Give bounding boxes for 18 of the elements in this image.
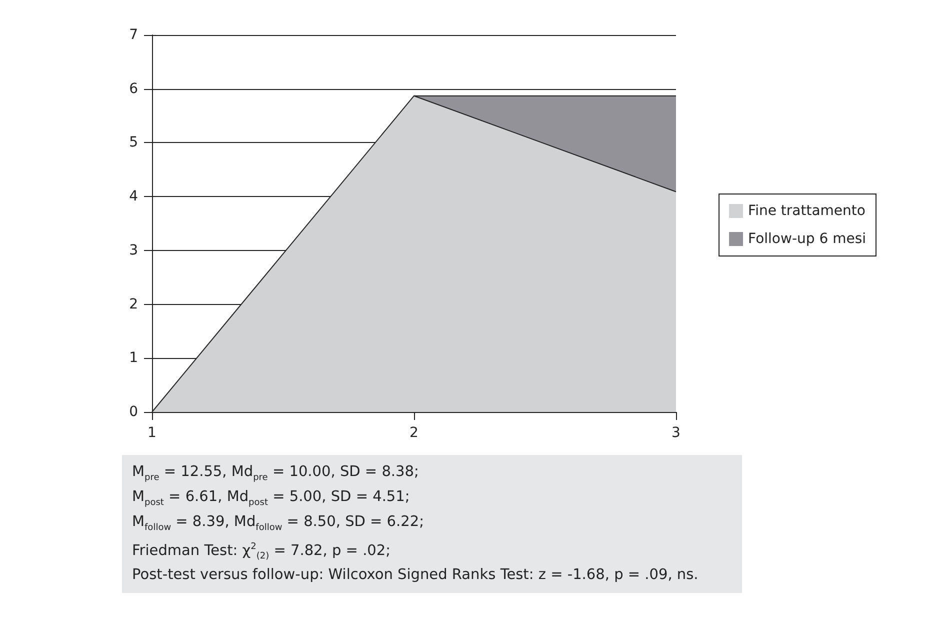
y-tick-label: 5: [129, 134, 138, 151]
y-tick-label: 3: [129, 242, 138, 258]
legend-label: Fine trattamento: [748, 203, 866, 219]
text: M$_{post}$ = 6.61, Md$_{post}$ = 5.00, SD = 4.51;: [132, 488, 411, 510]
x-tick-label: 1: [148, 425, 156, 441]
y-tick-label: 2: [129, 296, 138, 312]
text: M$_{follow}$ = 8.39, Md$_{follow}$ = 8.50, SD = 6.22;: [132, 512, 425, 535]
x-tick-label: 3: [672, 425, 680, 441]
y-tick-label: 7: [129, 27, 138, 43]
x-tick-label: 2: [410, 425, 418, 441]
y-tick-label: 4: [129, 188, 138, 205]
text: Post-test versus follow-up: Wilcoxon Signed Ranks Test: z = -1.68, p = .09, ns.: [132, 566, 700, 586]
text: Friedman Test: χ$^{2}$$_{(2)}$ = 7.82, p = .02;: [132, 540, 392, 564]
y-tick-label: 1: [129, 350, 138, 366]
y-tick-label: 6: [129, 80, 138, 97]
text: M$_{pre}$ = 12.55, Md$_{pre}$ = 10.00, SD = 8.38;: [132, 463, 420, 485]
y-tick-label: 0: [129, 404, 138, 420]
legend-label: Follow-up 6 mesi: [748, 231, 866, 247]
